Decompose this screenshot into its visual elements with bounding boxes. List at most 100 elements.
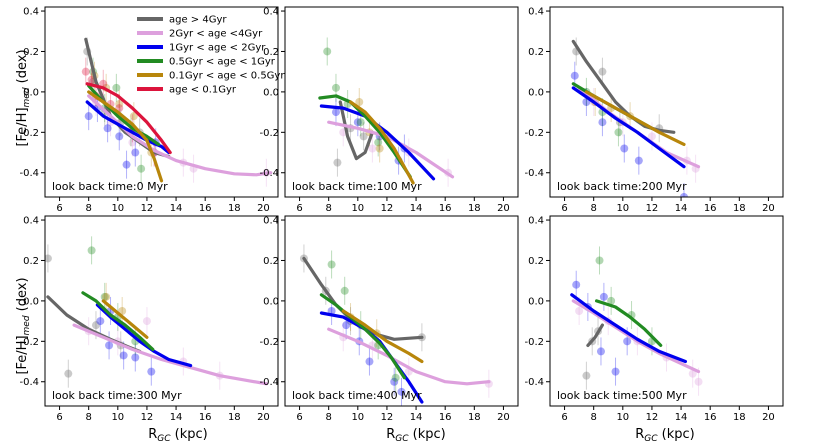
y-tick-label-3: -0.2 [524, 128, 544, 139]
y-tick-label-3: -0.2 [259, 337, 279, 348]
x-tick-label-0: 6 [56, 203, 62, 214]
y-tick-label-4: -0.4 [259, 377, 279, 388]
x-tick-label-4: 14 [170, 412, 183, 423]
plot-data [299, 244, 493, 406]
panel-5: 6 8 10 12 14 16 18 20 0.4 0.2 0.0 -0.2 -0.4 look back… [524, 215, 784, 423]
x-tick-label-1: 8 [326, 412, 332, 423]
x-tick-label-3: 12 [646, 203, 659, 214]
fit-curve-s3 [81, 291, 155, 351]
panel-0: 6 8 10 12 14 16 18 20 0.4 0.2 0.0 -0.2 -0.4 look back… [19, 6, 279, 214]
data-point-s2-0 [572, 280, 581, 289]
xlabel-right: RGC (kpc) [635, 427, 695, 444]
x-tick-label-4: 14 [410, 203, 423, 214]
x-tick-label-7: 20 [762, 203, 775, 214]
data-point-s2-0 [570, 71, 579, 80]
y-tick-label-0: 0.4 [528, 7, 544, 18]
plot-data [318, 37, 455, 187]
data-point-s4-2 [375, 144, 384, 153]
y-tick-label-4: -0.4 [524, 377, 544, 388]
data-point-s2-4 [131, 148, 140, 157]
data-point-s1-2 [647, 132, 656, 141]
data-point-s4-2 [115, 100, 124, 109]
y-tick-label-3: -0.2 [524, 337, 544, 348]
plot-data [81, 37, 273, 187]
ylabel-top-main: [Fe/H] [15, 107, 30, 146]
x-tick-label-7: 20 [497, 203, 510, 214]
y-tick-label-3: -0.2 [19, 128, 39, 139]
x-tick-label-4: 14 [170, 203, 183, 214]
x-tick-label-3: 12 [381, 203, 394, 214]
x-tick-label-0: 6 [56, 412, 62, 423]
data-point-s2-5 [596, 347, 605, 356]
legend-label-0: age > 4Gyr [169, 15, 227, 26]
fit-curve-s1 [327, 327, 491, 386]
x-tick-label-5: 16 [199, 203, 212, 214]
data-point-s0-0 [333, 158, 342, 167]
data-point-s4-0 [355, 98, 364, 106]
y-tick-label-0: 0.4 [23, 7, 39, 18]
panel-frame [284, 6, 519, 198]
data-point-s3-1 [607, 296, 616, 305]
x-tick-label-0: 6 [561, 412, 567, 423]
x-tick-label-7: 20 [762, 412, 775, 423]
plot-data [45, 236, 268, 390]
data-point-s2-6 [122, 160, 131, 169]
xlabel-middle-main: R [386, 427, 395, 442]
data-point-s0-1 [64, 369, 73, 378]
xlabel-right-main: R [635, 427, 644, 442]
data-point-s0-1 [598, 67, 607, 76]
y-tick-label-1: 0.2 [263, 256, 279, 267]
x-tick-label-1: 8 [591, 203, 597, 214]
data-point-s2-4 [147, 367, 156, 376]
plot-area [550, 7, 783, 197]
data-point-s3-0 [595, 256, 604, 265]
axis-labels: [Fe/H]med (dex) [Fe/H]med (dex) RGC (kpc… [15, 49, 695, 444]
data-point-s2-1 [105, 341, 114, 350]
y-tick-label-4: -0.4 [259, 168, 279, 179]
y-tick-label-0: 0.4 [263, 216, 279, 227]
panel-frame [549, 215, 784, 407]
y-tick-label-0: 0.4 [263, 7, 279, 18]
x-tick-label-6: 18 [228, 203, 241, 214]
xlabel-left: RGC (kpc) [148, 427, 208, 444]
xlabel-middle: RGC (kpc) [386, 427, 446, 444]
xlabel-right-sub: GC [644, 434, 658, 444]
panel-annotation: look back time:400 Myr [292, 389, 422, 402]
data-point-s3-3 [356, 118, 365, 127]
y-tick-label-2: 0.0 [23, 87, 39, 98]
panel-frame [284, 215, 519, 407]
y-tick-label-2: 0.0 [528, 87, 544, 98]
y-tick-label-2: 0.0 [23, 296, 39, 307]
fit-curve-s3 [318, 94, 412, 179]
data-point-s3-4 [391, 373, 400, 382]
x-tick-label-2: 10 [111, 203, 124, 214]
y-tick-label-1: 0.2 [263, 47, 279, 58]
data-point-s4-0 [102, 292, 111, 301]
x-tick-label-0: 6 [296, 203, 302, 214]
x-tick-label-1: 8 [326, 203, 332, 214]
data-point-s2-0 [331, 108, 340, 117]
data-point-s2-0 [96, 317, 105, 326]
x-tick-label-0: 6 [296, 412, 302, 423]
data-point-s2-4 [634, 156, 643, 165]
fit-curve-s4 [341, 309, 424, 364]
fit-curve-s1 [571, 299, 701, 374]
data-point-s2-1 [342, 321, 351, 330]
x-tick-label-5: 16 [199, 412, 212, 423]
data-point-s2-3 [131, 353, 140, 362]
data-point-s3-0 [87, 246, 96, 255]
x-tick-label-2: 10 [351, 203, 364, 214]
y-tick-label-4: -0.4 [19, 168, 39, 179]
x-tick-label-5: 16 [439, 203, 452, 214]
panel-2: 6 8 10 12 14 16 18 20 0.4 0.2 0.0 -0.2 -0.4 look back… [524, 6, 784, 214]
x-tick-label-7: 20 [257, 203, 270, 214]
data-point-s2-2 [599, 292, 608, 301]
legend-label-5: age < 0.1Gyr [169, 85, 237, 96]
xlabel-middle-sub: GC [395, 434, 409, 444]
panel-annotation: look back time:0 Myr [52, 180, 168, 193]
data-point-s2-3 [115, 132, 124, 141]
x-tick-label-6: 18 [733, 412, 746, 423]
ylabel-top: [Fe/H]med (dex) [15, 49, 32, 146]
data-point-s1-0 [575, 307, 584, 315]
